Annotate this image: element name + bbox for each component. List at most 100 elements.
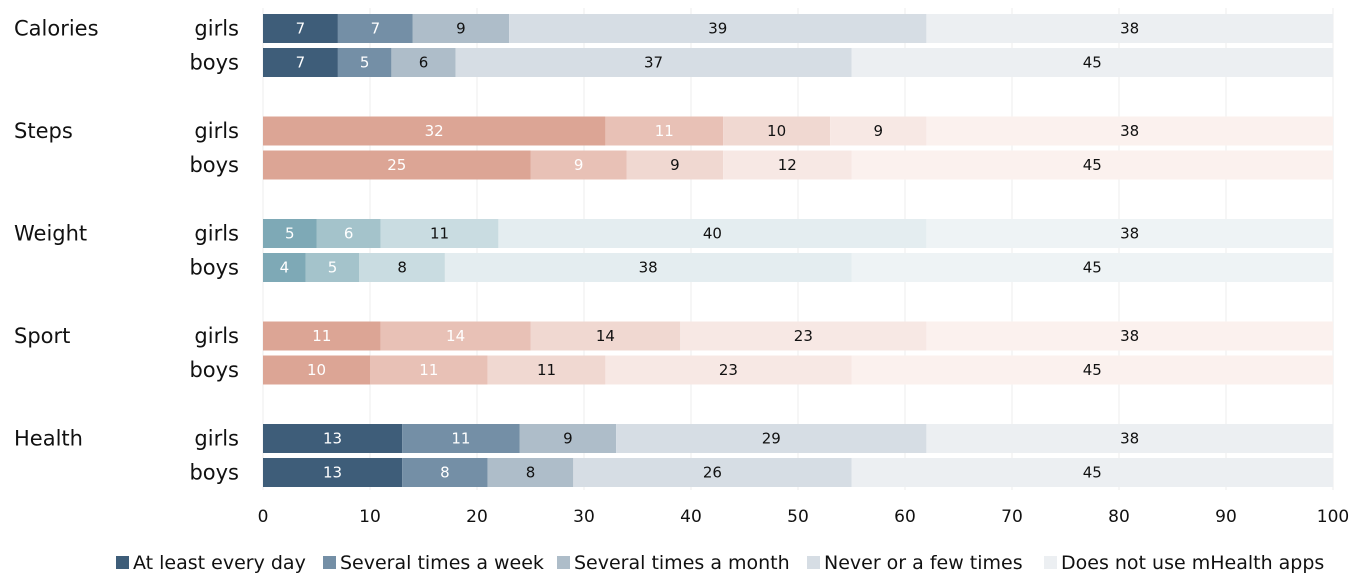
- bar-segment: [402, 424, 520, 453]
- bar-segment: [926, 424, 1333, 453]
- data-label: 38: [1120, 225, 1139, 243]
- bar-segment: [573, 458, 852, 487]
- bar-segment: [263, 150, 531, 180]
- x-tick-label: 60: [894, 507, 916, 527]
- legend-label: Several times a week: [340, 552, 544, 574]
- bar-segment: [455, 48, 852, 77]
- category-label: Calories: [14, 17, 99, 41]
- bar-segment: [263, 424, 403, 453]
- bar-segment: [530, 321, 681, 351]
- data-label: 9: [670, 156, 680, 174]
- bar-segment: [412, 14, 510, 43]
- bar-segment: [680, 321, 927, 351]
- legend-swatch: [557, 556, 570, 569]
- group-label: boys: [189, 153, 239, 177]
- bar-segment: [723, 116, 831, 146]
- group-label: boys: [189, 358, 239, 382]
- category-label: Health: [14, 427, 83, 451]
- legend-label: Several times a month: [574, 552, 790, 574]
- data-label: 5: [328, 259, 338, 277]
- bar-segment: [626, 150, 724, 180]
- bar-segment: [305, 253, 360, 282]
- group-label: girls: [194, 17, 239, 41]
- data-label: 8: [397, 259, 407, 277]
- x-tick-label: 80: [1108, 507, 1130, 527]
- data-label: 23: [794, 327, 813, 345]
- bar-segment: [498, 219, 927, 248]
- bar-segment: [444, 253, 852, 282]
- data-label: 45: [1083, 54, 1102, 72]
- category-label: Sport: [14, 324, 70, 348]
- data-label: 10: [767, 122, 786, 140]
- bar-segment: [926, 116, 1333, 146]
- data-label: 39: [708, 20, 727, 38]
- bar-segment: [263, 219, 317, 248]
- bar-segment: [263, 355, 370, 385]
- data-label: 38: [1120, 122, 1139, 140]
- group-label: girls: [194, 427, 239, 451]
- category-label: Weight: [14, 222, 87, 246]
- data-label: 13: [323, 430, 342, 448]
- data-label: 38: [1120, 430, 1139, 448]
- x-tick-label: 90: [1215, 507, 1237, 527]
- bar-segment: [723, 150, 852, 180]
- data-label: 38: [1120, 327, 1139, 345]
- legend-label: Does not use mHealth apps: [1061, 552, 1324, 574]
- bar-segment: [487, 458, 574, 487]
- bar-segment: [851, 150, 1333, 180]
- bar-segment: [263, 14, 338, 43]
- x-tick-label: 10: [359, 507, 381, 527]
- bar-segment: [391, 48, 456, 77]
- data-label: 25: [387, 156, 406, 174]
- bar-segment: [851, 253, 1333, 282]
- data-label: 38: [639, 259, 658, 277]
- group-label: girls: [194, 119, 239, 143]
- legend-label: Never or a few times: [824, 552, 1023, 574]
- data-label: 7: [296, 20, 306, 38]
- data-label: 5: [360, 54, 370, 72]
- group-label: boys: [189, 51, 239, 75]
- x-tick-label: 50: [787, 507, 809, 527]
- bar-segment: [530, 150, 627, 180]
- bar-segment: [605, 116, 724, 146]
- bar-segment: [359, 253, 445, 282]
- data-label: 13: [323, 464, 342, 482]
- bar-segment: [380, 321, 531, 351]
- group-label: boys: [189, 256, 239, 280]
- x-tick-label: 100: [1317, 507, 1349, 527]
- data-label: 7: [371, 20, 381, 38]
- bar-segment: [263, 253, 306, 282]
- legend-swatch: [116, 556, 129, 569]
- bar-segment: [263, 48, 338, 77]
- data-label: 11: [430, 225, 449, 243]
- data-label: 23: [719, 361, 738, 379]
- data-label: 11: [312, 327, 331, 345]
- data-label: 40: [703, 225, 722, 243]
- data-label: 26: [703, 464, 722, 482]
- data-label: 9: [873, 122, 883, 140]
- data-label: 45: [1083, 361, 1102, 379]
- x-tick-label: 70: [1001, 507, 1023, 527]
- data-label: 11: [655, 122, 674, 140]
- x-tick-label: 30: [573, 507, 595, 527]
- data-label: 14: [446, 327, 465, 345]
- data-label: 45: [1083, 464, 1102, 482]
- x-tick-label: 40: [680, 507, 702, 527]
- bar-segment: [263, 321, 381, 351]
- bar-segment: [370, 355, 488, 385]
- bar-segment: [830, 116, 927, 146]
- bar-segment: [316, 219, 381, 248]
- x-tick-label: 0: [258, 507, 269, 527]
- data-label: 9: [456, 20, 466, 38]
- group-label: girls: [194, 222, 239, 246]
- data-label: 38: [1120, 20, 1139, 38]
- data-label: 4: [280, 259, 290, 277]
- bar-segment: [337, 14, 413, 43]
- data-label: 8: [440, 464, 450, 482]
- data-label: 11: [537, 361, 556, 379]
- bar-segment: [851, 355, 1333, 385]
- bar-segment: [926, 14, 1333, 43]
- data-label: 9: [574, 156, 584, 174]
- legend-swatch: [323, 556, 336, 569]
- bar-segment: [851, 458, 1333, 487]
